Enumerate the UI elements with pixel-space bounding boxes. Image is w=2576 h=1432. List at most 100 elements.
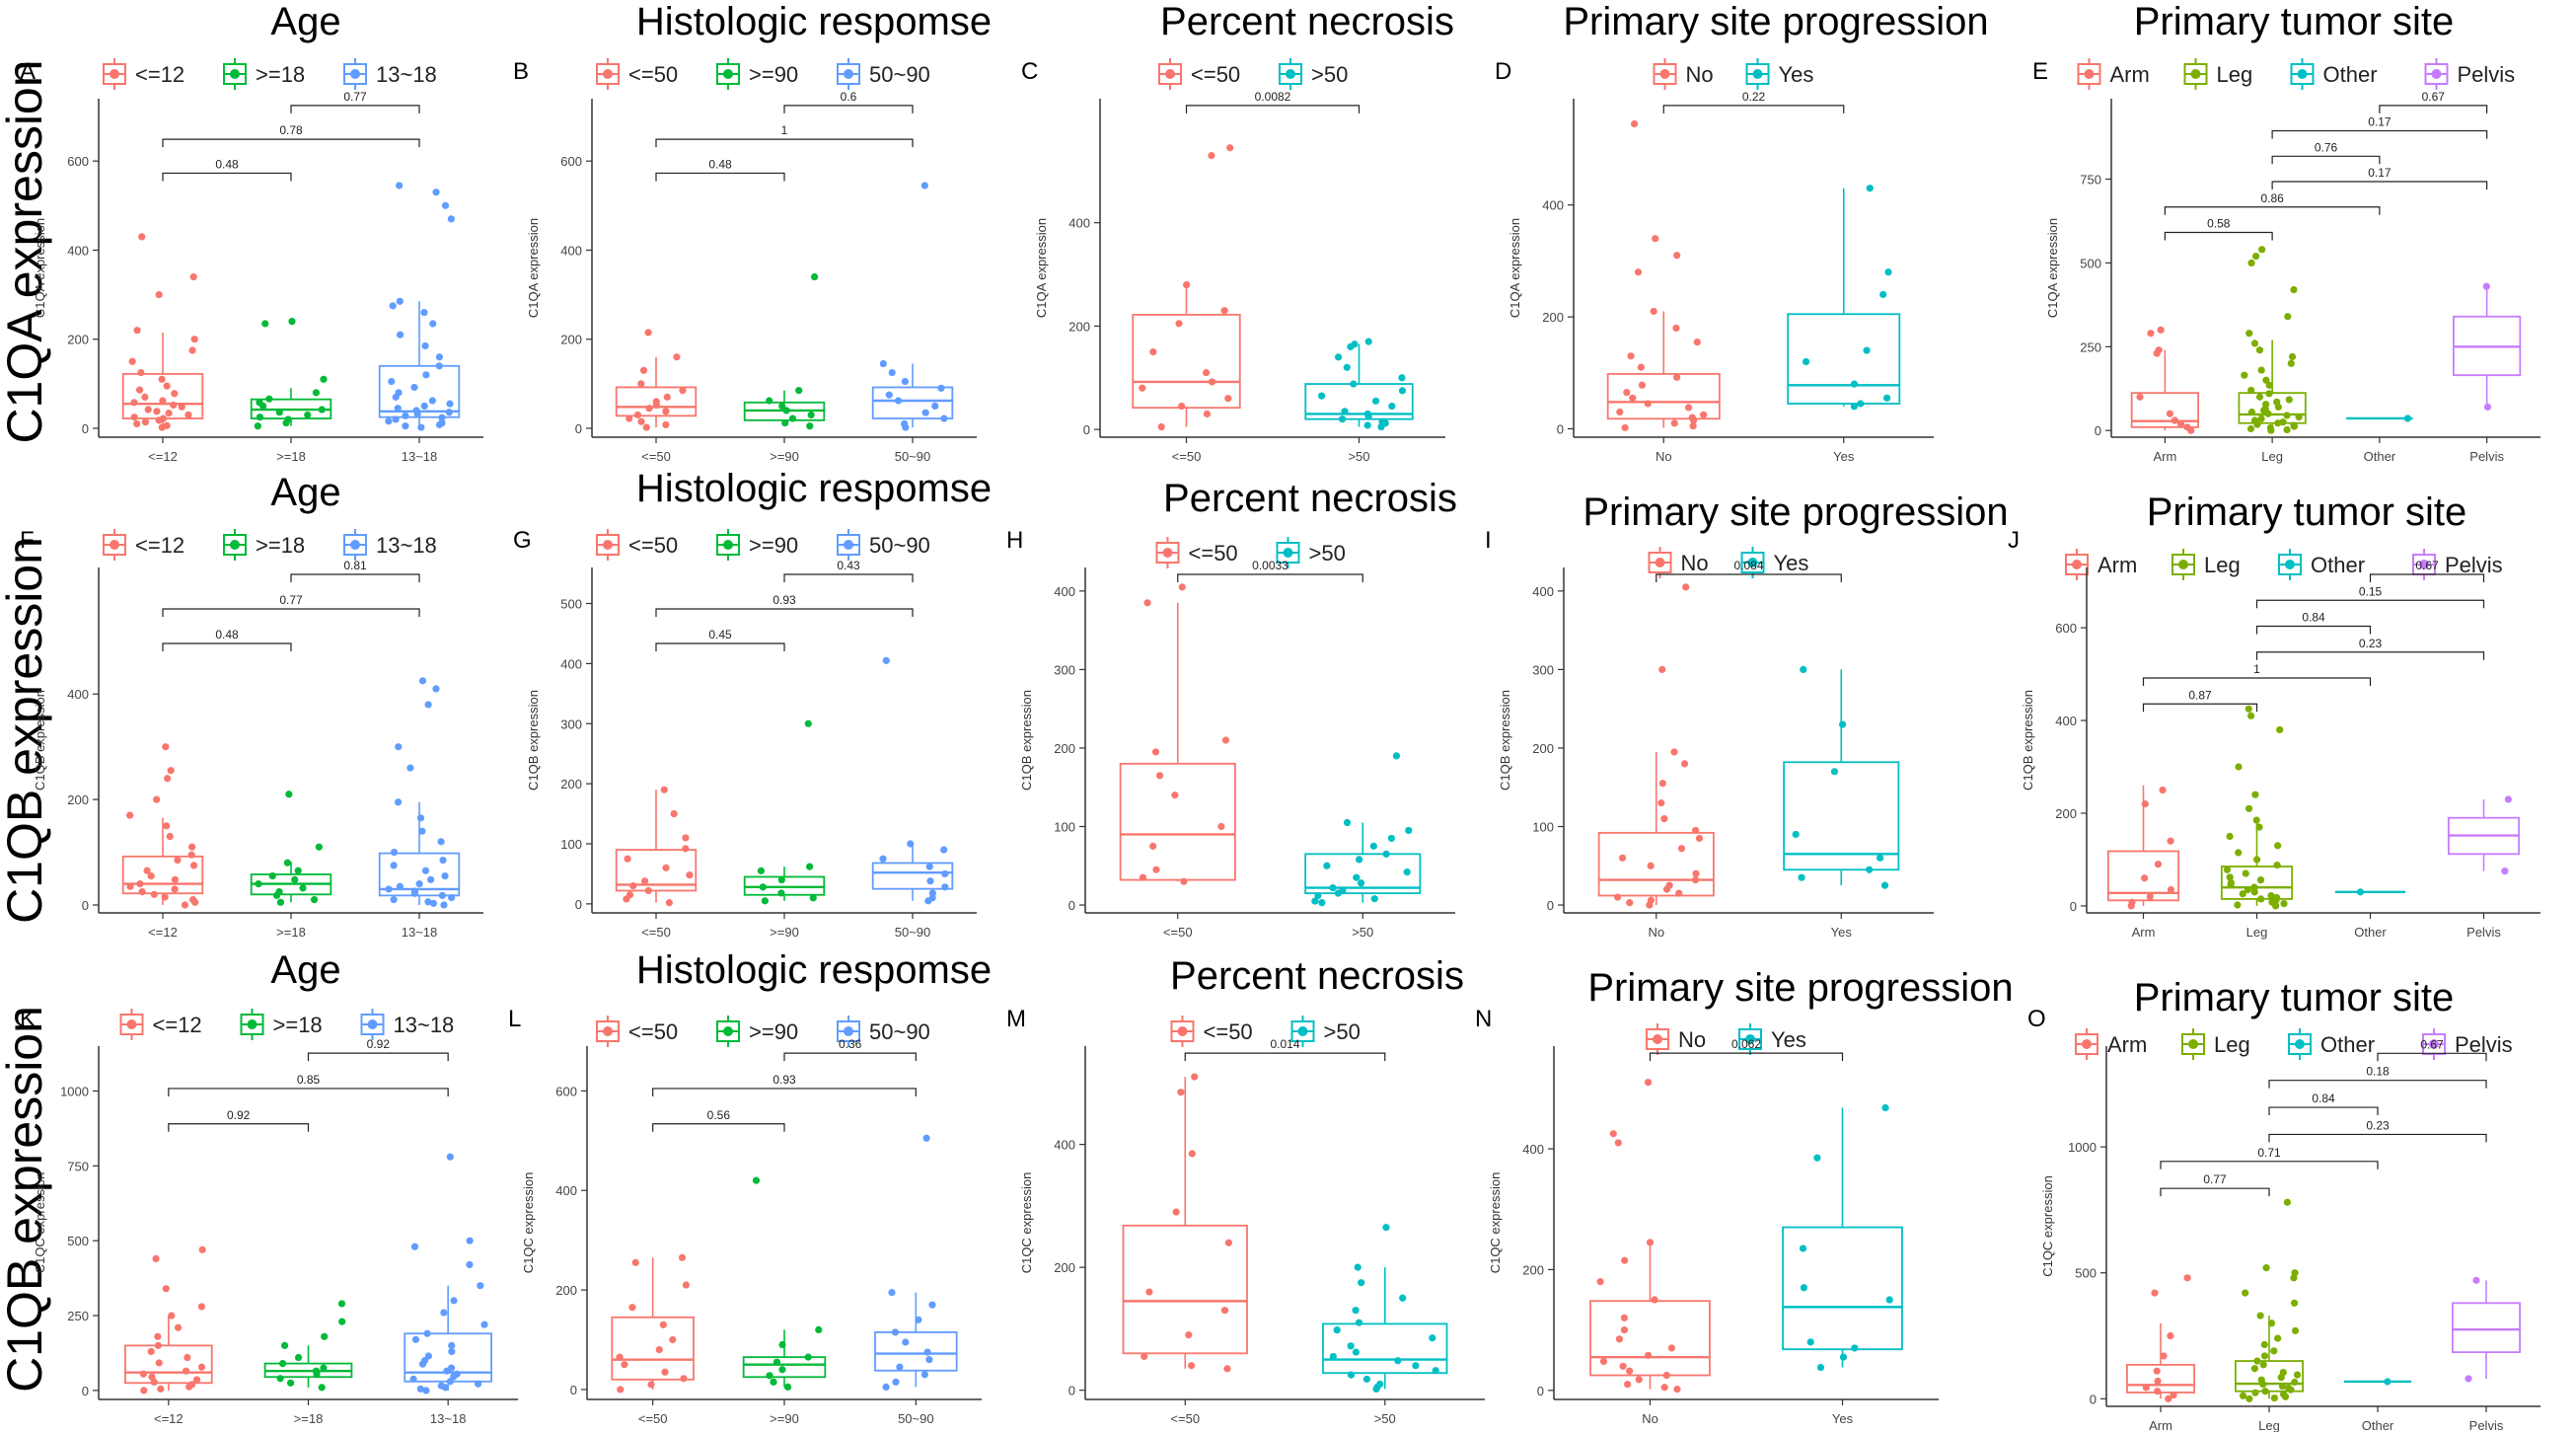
bracket-line	[783, 1052, 917, 1062]
legend-item: Arm	[2075, 1028, 2147, 1060]
data-point	[1343, 363, 1351, 371]
data-point	[1191, 1073, 1199, 1081]
data-point	[1208, 152, 1215, 160]
data-point	[1839, 1353, 1848, 1361]
data-point	[2226, 873, 2234, 881]
data-point	[1621, 423, 1629, 431]
y-tick-label: 200	[1542, 310, 1564, 325]
data-point	[2141, 799, 2149, 808]
comparison-bracket: 0.78	[162, 123, 420, 148]
data-point	[1363, 410, 1371, 418]
data-point	[1314, 891, 1322, 900]
data-point	[660, 786, 668, 793]
data-point	[1792, 830, 1800, 839]
legend-label: Arm	[2110, 62, 2150, 87]
bracket-line	[2164, 231, 2273, 241]
data-point	[2291, 1269, 2299, 1277]
data-point	[1816, 1363, 1825, 1372]
data-point	[1399, 1294, 1407, 1302]
data-point	[661, 1368, 669, 1376]
data-point	[680, 1375, 688, 1383]
y-axis-label: C1QB expression	[526, 690, 541, 791]
bracket-line	[2255, 625, 2372, 635]
panel-j: Primary tumor site J Arm Leg Other Pelvis 0 200…	[2008, 490, 2540, 940]
data-point	[141, 418, 150, 426]
bracket-line	[2268, 1106, 2379, 1116]
data-point	[1149, 842, 1157, 850]
data-point	[2256, 1312, 2264, 1319]
y-tick-label: 600	[67, 154, 89, 169]
panel-letter: J	[2008, 527, 2020, 554]
data-point	[2284, 313, 2292, 321]
data-point	[2290, 1299, 2299, 1307]
data-point	[778, 1366, 786, 1374]
data-point	[628, 1304, 636, 1312]
data-point	[1362, 1375, 1371, 1384]
data-point	[426, 875, 435, 883]
data-point	[773, 1358, 781, 1366]
box	[1132, 313, 1241, 410]
data-point	[2403, 415, 2411, 422]
bracket-line	[655, 138, 914, 148]
data-point	[190, 336, 198, 343]
data-point	[2257, 415, 2265, 422]
data-point	[682, 834, 690, 842]
data-point	[757, 867, 766, 874]
data-point	[1172, 1208, 1180, 1216]
legend-label: Leg	[2204, 553, 2241, 577]
panel-letter: G	[513, 527, 532, 554]
p-value-label: 0.71	[2257, 1146, 2281, 1160]
data-point	[1392, 752, 1401, 760]
data-point	[1352, 1348, 1361, 1356]
panel-title: Histologic respomse	[636, 467, 992, 510]
data-point	[435, 353, 444, 361]
data-point	[1883, 394, 1891, 402]
legend-key-dot	[2285, 560, 2295, 569]
group-2: Yes	[1782, 1103, 1903, 1426]
data-point	[2146, 892, 2154, 901]
y-tick-label: 0	[2070, 899, 2077, 914]
p-value-label: 0.0033	[1252, 559, 1288, 572]
legend-item: Other	[2288, 1028, 2375, 1060]
data-point	[2250, 883, 2258, 891]
data-point	[644, 329, 652, 337]
data-point	[294, 867, 302, 874]
data-point	[2501, 867, 2509, 875]
data-point	[410, 887, 419, 895]
data-point	[1352, 1307, 1360, 1315]
legend-item: >=18	[223, 58, 305, 90]
data-point	[2155, 346, 2163, 354]
data-point	[2267, 892, 2275, 900]
panel-title: Primary tumor site	[2134, 0, 2455, 43]
data-point	[128, 357, 136, 365]
data-point	[926, 877, 934, 885]
data-point	[1673, 252, 1681, 260]
data-point	[1879, 290, 1887, 299]
legend-item: 13~18	[343, 58, 437, 90]
panel-title: Primary site progression	[1582, 490, 2008, 534]
data-point	[2166, 410, 2174, 417]
data-point	[448, 1347, 456, 1356]
data-point	[778, 402, 786, 411]
bracket-line	[655, 608, 914, 617]
data-point	[178, 403, 185, 411]
y-tick-label: 200	[67, 792, 89, 807]
panel-d: Primary site progression D No Yes 0 200 400 C1Q…	[1495, 0, 1989, 464]
p-value-label: 0.23	[2366, 1118, 2390, 1132]
data-point	[432, 685, 440, 693]
x-tick-label: <=12	[148, 925, 178, 940]
data-point	[2251, 253, 2260, 261]
group-1: <=50	[611, 1253, 695, 1426]
data-point	[143, 867, 151, 874]
data-point	[1217, 822, 1225, 831]
data-point	[421, 341, 429, 350]
comparison-bracket: 0.77	[290, 90, 420, 113]
data-point	[1188, 1150, 1196, 1158]
legend-item: Yes	[1740, 547, 1808, 578]
data-point	[385, 885, 393, 893]
y-tick-label: 400	[560, 243, 582, 258]
data-point	[1629, 394, 1637, 402]
data-point	[163, 382, 171, 390]
legend-key-dot	[844, 69, 853, 79]
